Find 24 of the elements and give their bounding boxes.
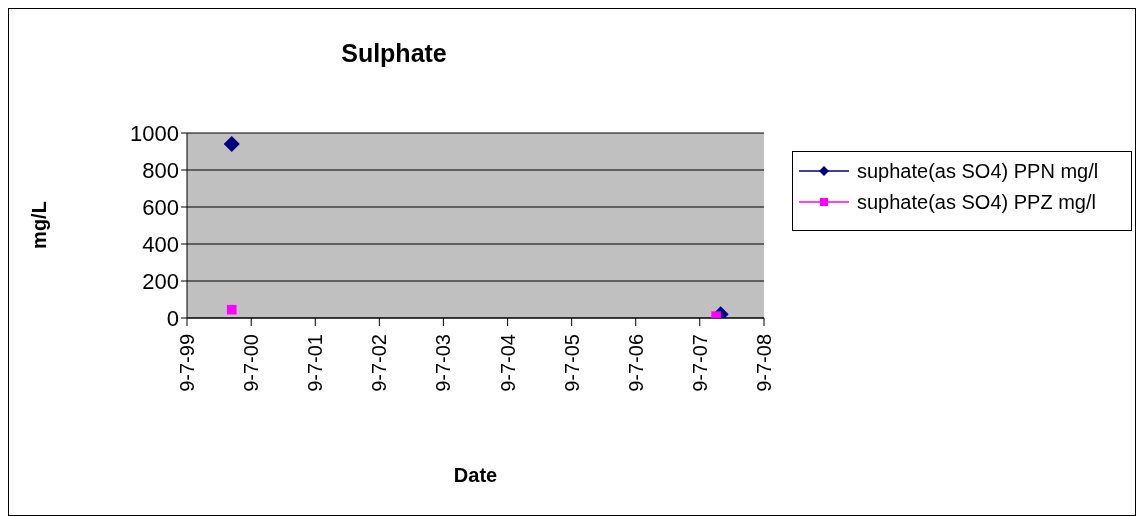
- y-axis-title: mg/L: [27, 201, 51, 249]
- x-tick-label: 9-7-05: [560, 334, 583, 392]
- y-tick-label: 800: [142, 157, 179, 183]
- legend-label: suphate(as SO4) PPZ mg/l: [857, 191, 1096, 214]
- x-tick-label: 9-7-03: [432, 334, 455, 392]
- y-tick-label: 400: [142, 231, 179, 257]
- x-axis-title: Date: [452, 464, 499, 487]
- point: [711, 311, 721, 318]
- y-tick-label: 0: [166, 305, 179, 331]
- y-tick-label: 600: [142, 194, 179, 220]
- point: [226, 304, 237, 315]
- x-tick-label: 9-7-99: [176, 334, 198, 392]
- x-tick-label: 9-7-08: [753, 334, 775, 392]
- x-tick-label: 9-7-01: [304, 334, 327, 392]
- x-tick-label: 9-7-02: [368, 334, 391, 392]
- x-tick-label: 9-7-04: [496, 334, 519, 392]
- x-tick-label: 9-7-06: [624, 334, 647, 392]
- y-tick-label: 1000: [130, 120, 179, 146]
- x-tick-label: 9-7-07: [688, 334, 711, 392]
- legend-label: suphate(as SO4) PPN mg/l: [857, 160, 1099, 183]
- y-tick-label: 200: [142, 268, 179, 294]
- point: [223, 136, 240, 153]
- x-tick-label: 9-7-00: [240, 334, 263, 392]
- chart-title: Sulphate: [340, 39, 448, 68]
